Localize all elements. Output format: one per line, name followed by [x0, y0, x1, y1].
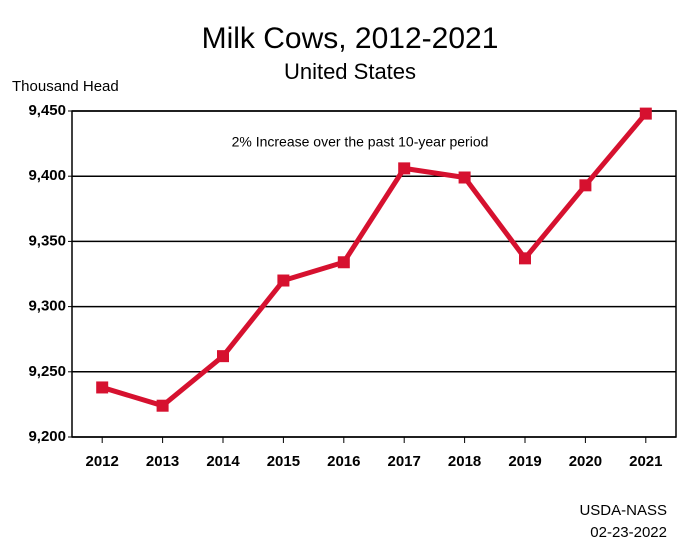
marker — [639, 107, 652, 120]
y-tick-label: 9,450 — [28, 102, 66, 119]
date: 02-23-2022 — [590, 524, 667, 541]
x-tick-label: 2015 — [267, 453, 300, 470]
y-tick-label: 9,300 — [28, 298, 66, 315]
y-tick-label: 9,350 — [28, 232, 66, 249]
y-tick-label: 9,200 — [28, 428, 66, 445]
y-tick-label: 9,400 — [28, 167, 66, 184]
plot-frame — [71, 110, 677, 438]
x-tick-label: 2017 — [388, 453, 421, 470]
marker — [458, 171, 471, 184]
marker — [217, 350, 229, 363]
marker — [519, 252, 531, 265]
x-tick-label: 2021 — [629, 453, 662, 470]
y-tick-label: 9,250 — [28, 363, 66, 380]
marker — [337, 256, 350, 269]
marker — [156, 399, 169, 412]
marker — [398, 162, 411, 175]
marker — [96, 381, 109, 394]
x-tick-label: 2012 — [86, 453, 119, 470]
x-tick-label: 2014 — [206, 453, 240, 470]
x-tick-label: 2016 — [327, 453, 360, 470]
x-tick-label: 2018 — [448, 453, 481, 470]
y-axis-label: Thousand Head — [12, 78, 119, 95]
marker — [277, 274, 290, 287]
source: USDA-NASS — [579, 502, 667, 519]
x-tick-label: 2020 — [569, 453, 602, 470]
marker — [579, 179, 592, 192]
x-tick-label: 2013 — [146, 453, 179, 470]
line — [101, 111, 648, 409]
chart-subtitle: United States — [284, 59, 416, 84]
annotation: 2% Increase over the past 10-year period — [232, 134, 489, 150]
x-tick-label: 2019 — [508, 453, 541, 470]
chart-title: Milk Cows, 2012-2021 — [202, 22, 499, 55]
